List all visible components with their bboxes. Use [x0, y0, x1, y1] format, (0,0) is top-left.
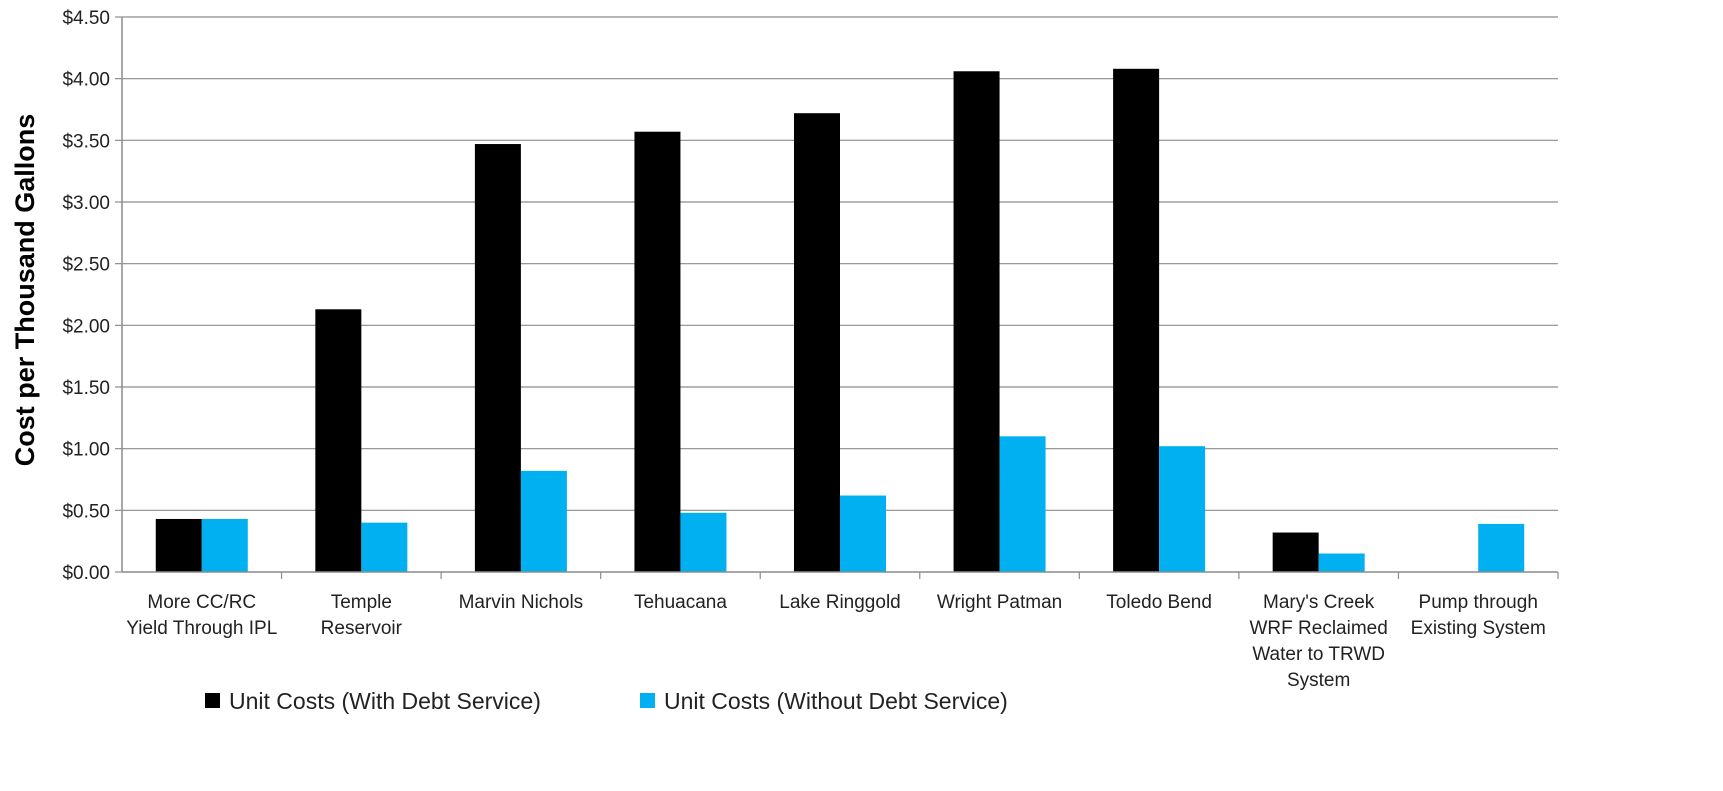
x-category-label: Lake Ringgold — [779, 592, 900, 613]
bar-without-debt-service — [840, 495, 886, 572]
y-tick-label: $1.50 — [62, 378, 110, 399]
x-category-label: Toledo Bend — [1106, 592, 1212, 613]
x-category-label: Wright Patman — [937, 592, 1062, 613]
bar-without-debt-service — [1478, 523, 1525, 572]
y-tick-label: $3.00 — [62, 193, 110, 214]
legend-swatch — [640, 693, 655, 708]
legend: Unit Costs (With Debt Service) Unit Costs… — [205, 688, 1008, 714]
bar-with-debt-service — [155, 518, 202, 572]
bar-with-debt-service — [315, 309, 362, 572]
x-category-label: Mary's Creek WRF Reclaimed Water to TRWD Sy… — [1250, 592, 1388, 691]
y-tick-label: $2.50 — [62, 255, 110, 276]
legend-label: Unit Costs (Without Debt Service) — [664, 688, 1008, 714]
x-category-label: More CC/RC Yield Through IPL — [126, 592, 277, 639]
bar-with-debt-service — [1113, 68, 1160, 573]
y-tick-label: $0.00 — [62, 563, 110, 584]
x-category-label: Pump through Existing System — [1411, 592, 1546, 639]
x-category-label: Tehuacana — [634, 592, 727, 613]
bar-without-debt-service — [361, 522, 408, 572]
x-category-label: Marvin Nichols — [459, 592, 584, 613]
y-tick-label: $1.00 — [62, 440, 110, 461]
x-category-label: Temple Reservoir — [321, 592, 403, 639]
legend-swatch — [205, 693, 220, 708]
y-tick-label: $2.00 — [62, 316, 110, 337]
axes — [115, 16, 1559, 579]
bar-without-debt-service — [680, 512, 727, 572]
y-tick-label: $4.00 — [62, 70, 110, 91]
legend-label: Unit Costs (With Debt Service) — [229, 688, 541, 714]
bar-without-debt-service — [999, 436, 1046, 572]
y-axis-label: Cost per Thousand Gallons — [10, 114, 40, 467]
y-tick-label: $0.50 — [62, 501, 110, 522]
bar-with-debt-service — [953, 71, 1000, 573]
bar-without-debt-service — [520, 470, 567, 572]
x-category-labels: More CC/RC Yield Through IPL Temple Reservo… — [126, 592, 1546, 691]
bar-without-debt-service — [1159, 446, 1206, 572]
bar-without-debt-service — [1318, 553, 1365, 572]
bars — [155, 68, 1525, 573]
bar-with-debt-service — [794, 113, 840, 572]
bar-with-debt-service — [1272, 532, 1319, 572]
y-tick-label: $3.50 — [62, 131, 110, 152]
bar-without-debt-service — [201, 518, 248, 572]
y-tick-labels: $0.00 $0.50 $1.00 $1.50 $2.00 $2.50 $3.00 $3.50… — [62, 8, 110, 584]
bar-with-debt-service — [634, 131, 681, 572]
bar-with-debt-service — [474, 144, 521, 573]
y-tick-label: $4.50 — [62, 8, 110, 29]
